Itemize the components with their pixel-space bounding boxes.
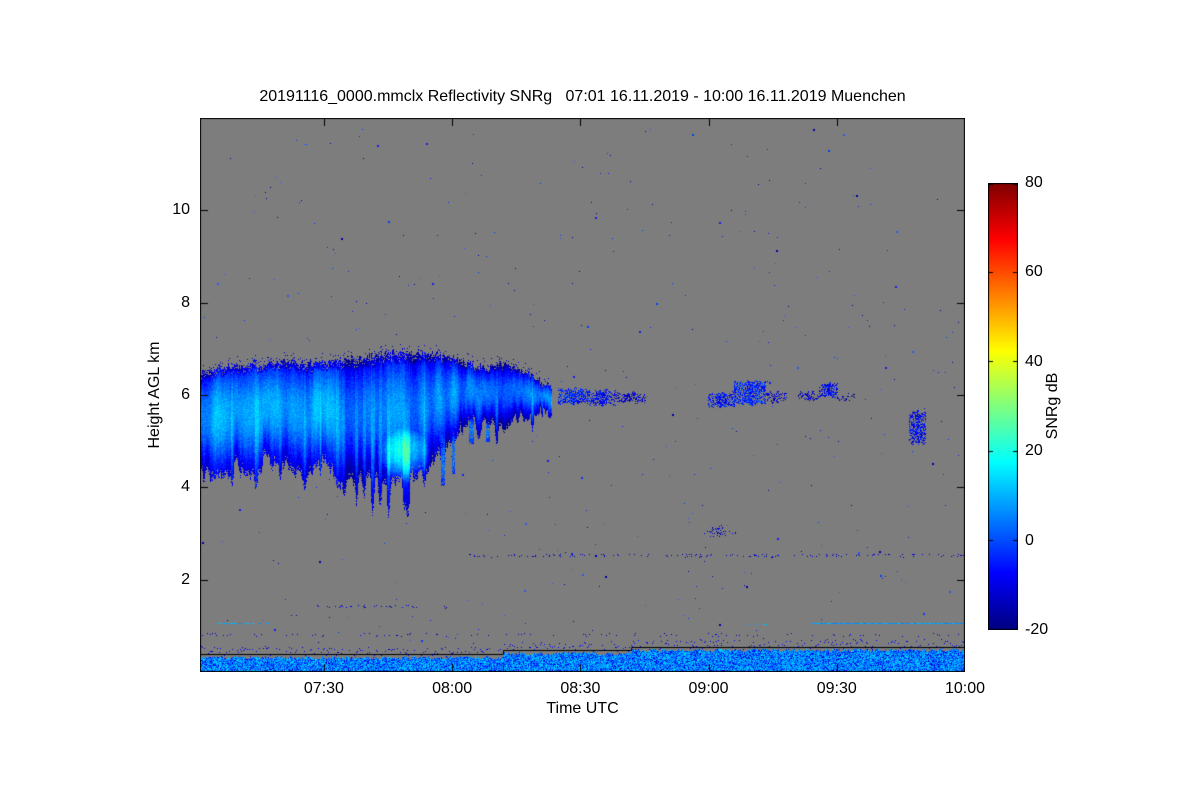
x-tick-label: 07:30 [303, 680, 344, 697]
x-tick-label: 08:00 [432, 680, 473, 697]
colorbar-tick-label: 60 [1025, 263, 1043, 281]
y-tick-label: 10 [172, 201, 190, 219]
colorbar-tick-label: 0 [1025, 531, 1034, 549]
x-tick-label: 09:30 [816, 680, 857, 697]
x-tick-label: 10:00 [944, 680, 986, 697]
y-tick-label: 4 [181, 478, 190, 496]
plot-area-heatmap [200, 118, 965, 672]
colorbar-tick-label: -20 [1025, 621, 1049, 638]
x-tick-label: 08:30 [560, 680, 601, 697]
colorbar [988, 183, 1018, 630]
chart-title: 20191116_0000.mmclx Reflectivity SNRg 07… [259, 88, 906, 105]
colorbar-tick-label: 40 [1025, 352, 1043, 370]
colorbar-tick-label: 80 [1025, 174, 1043, 191]
y-tick-label: 2 [181, 570, 190, 588]
colorbar-tick-label: 20 [1025, 442, 1043, 460]
x-tick-label: 09:00 [688, 680, 729, 697]
colorbar-label: SNRg dB [1044, 372, 1061, 440]
y-tick-label: 8 [181, 293, 190, 311]
y-tick-label: 6 [181, 386, 190, 403]
x-axis-label: Time UTC [546, 700, 619, 717]
